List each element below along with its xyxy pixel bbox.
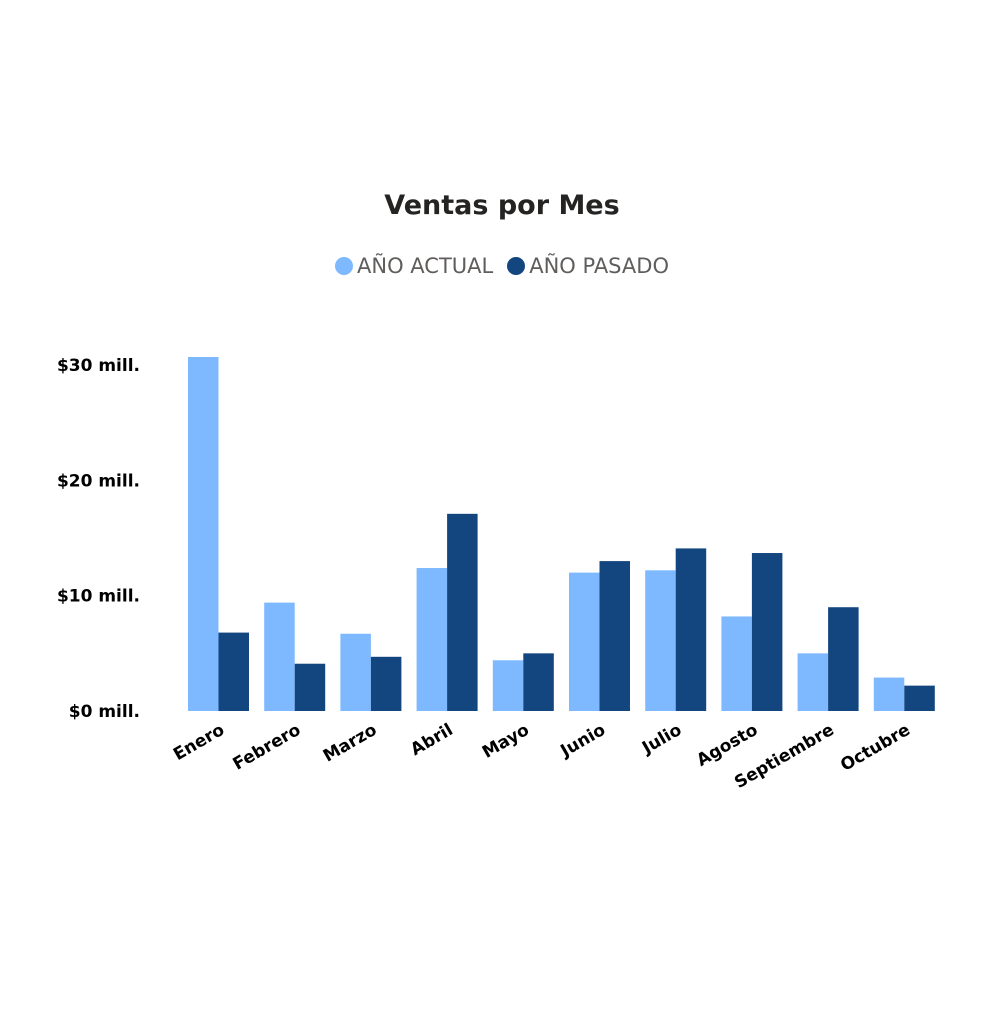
y-axis: $0 mill. $10 mill. $20 mill. $30 mill. (57, 356, 140, 722)
legend-label-current-year: AÑO ACTUAL (357, 254, 494, 278)
legend-marker-current-year (335, 257, 354, 275)
bar-current-year-febrero[interactable] (264, 602, 295, 711)
x-tick-label-octubre: Octubre (837, 720, 914, 776)
y-tick-label: $10 mill. (57, 587, 140, 607)
chart-title: Ventas por Mes (384, 190, 620, 221)
bars (188, 357, 935, 711)
x-tick-label-febrero: Febrero (230, 720, 305, 775)
legend-label-previous-year: AÑO PASADO (529, 254, 669, 278)
bar-current-year-marzo[interactable] (340, 633, 371, 711)
bar-previous-year-junio[interactable] (599, 561, 631, 711)
bar-previous-year-abril[interactable] (447, 513, 478, 711)
bar-previous-year-enero[interactable] (218, 632, 250, 711)
x-axis: Enero Febrero Marzo Abril Mayo Junio Julio Agos… (170, 720, 914, 793)
legend-marker-previous-year (507, 257, 526, 275)
bar-previous-year-agosto[interactable] (751, 553, 783, 711)
x-tick-label-enero: Enero (170, 720, 228, 765)
bar-previous-year-mayo[interactable] (523, 653, 554, 711)
x-tick-label-marzo: Marzo (320, 720, 381, 767)
bar-current-year-julio[interactable] (645, 570, 676, 711)
bar-previous-year-julio[interactable] (675, 548, 707, 711)
bar-current-year-octubre[interactable] (873, 677, 905, 711)
y-tick-label: $30 mill. (57, 356, 140, 376)
bar-current-year-junio[interactable] (569, 572, 600, 711)
x-tick-label-junio: Junio (557, 720, 609, 762)
bar-current-year-mayo[interactable] (492, 660, 524, 711)
x-tick-label-julio: Julio (638, 720, 685, 759)
bar-previous-year-febrero[interactable] (294, 663, 326, 711)
x-tick-label-mayo: Mayo (479, 720, 533, 763)
bar-current-year-enero[interactable] (188, 357, 219, 711)
bar-current-year-abril[interactable] (416, 568, 448, 711)
bar-current-year-septiembre[interactable] (797, 653, 829, 711)
bar-previous-year-marzo[interactable] (370, 656, 402, 711)
legend-item-previous-year[interactable]: AÑO PASADO (507, 254, 669, 278)
bar-current-year-agosto[interactable] (721, 616, 752, 711)
x-tick-label-abril: Abril (407, 720, 456, 760)
bar-previous-year-septiembre[interactable] (828, 607, 859, 711)
legend-item-current-year[interactable]: AÑO ACTUAL (335, 254, 493, 278)
bar-previous-year-octubre[interactable] (904, 685, 935, 711)
y-tick-label: $0 mill. (69, 702, 140, 722)
legend: AÑO ACTUAL AÑO PASADO (0, 254, 1004, 278)
y-tick-label: $20 mill. (57, 471, 140, 491)
